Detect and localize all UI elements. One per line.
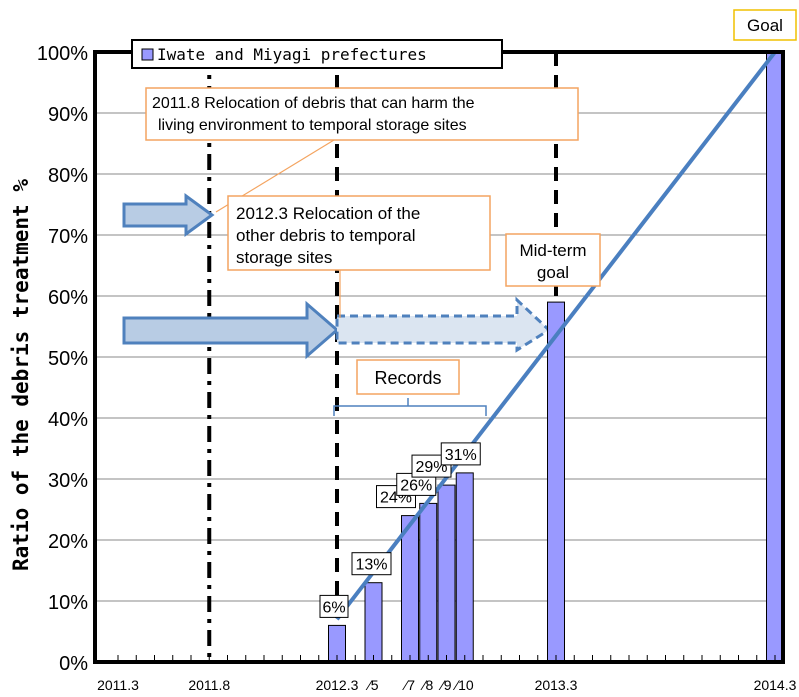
arrow-2012-3-dashed	[335, 296, 552, 353]
records-callout: Records	[333, 359, 487, 416]
y-tick-label: 80%	[48, 165, 88, 187]
bar-value-label: 31%	[445, 447, 477, 464]
goal-label: Goal	[747, 16, 783, 35]
y-tick-label: 50%	[48, 348, 88, 370]
bar-value-label: 26%	[400, 477, 432, 494]
note-2011-8-line1: 2011.8 Relocation of debris that can har…	[152, 95, 475, 112]
y-tick-label: 90%	[48, 104, 88, 126]
midterm-line1: Mid-term	[519, 241, 586, 260]
bar-value-label: 6%	[322, 599, 345, 616]
note-2011-8-box	[145, 87, 579, 141]
bar-value-box	[319, 594, 349, 618]
note-2012-3-box	[227, 195, 491, 271]
relocation-arrows	[122, 193, 552, 360]
y-tick-label: 60%	[48, 287, 88, 309]
note-2011-8-callout: 2011.8 Relocation of debris that can har…	[145, 87, 579, 213]
legend: Iwate and Miyagi prefectures	[131, 39, 503, 69]
y-tick-label: 100%	[37, 43, 88, 65]
bar	[364, 582, 383, 663]
x-tick-label: 2011.3	[97, 677, 139, 693]
records-box	[356, 359, 460, 395]
y-tick-label: 40%	[48, 409, 88, 431]
note-2012-3-line2: other debris to temporal	[236, 226, 416, 245]
y-tick-label: 0%	[59, 653, 88, 675]
arrow-2012-3-solid	[122, 300, 340, 360]
bar-value-labels: 6%13%24%26%29%31%	[319, 442, 481, 618]
bar-value-label: 29%	[415, 459, 447, 476]
x-tick-label: ∕8	[420, 677, 433, 693]
bar	[401, 515, 419, 663]
x-tick-label: 2013.3	[535, 677, 578, 693]
x-tick-label: ∕9	[438, 677, 451, 693]
note-2012-3-callout: 2012.3 Relocation of the other debris to…	[227, 195, 491, 318]
bar-value-box	[351, 552, 392, 576]
arrow-2011-8	[122, 193, 215, 237]
records-label: Records	[374, 368, 441, 388]
bar	[766, 51, 784, 663]
y-tick-label: 10%	[48, 592, 88, 614]
midterm-callout: Mid-term goal	[505, 233, 601, 287]
midterm-box	[505, 233, 601, 287]
midterm-line2: goal	[537, 263, 569, 282]
note-2012-3-line3: storage sites	[236, 248, 332, 267]
x-tick-label: 2012.3	[316, 677, 359, 693]
y-axis-label: Ratio of the debris treatment %	[9, 179, 33, 571]
x-tick-label: 2014.3	[754, 677, 797, 693]
legend-box	[131, 39, 503, 69]
note-2011-8-line2: living environment to temporal storage s…	[158, 117, 467, 134]
y-tick-label: 70%	[48, 226, 88, 248]
x-tick-label: ∕5	[365, 677, 378, 693]
x-tick-label: 2011.8	[188, 677, 230, 693]
legend-swatch	[141, 48, 154, 61]
y-tick-label: 20%	[48, 531, 88, 553]
note-2012-3-line1: 2012.3 Relocation of the	[236, 204, 420, 223]
legend-label: Iwate and Miyagi prefectures	[157, 45, 427, 64]
y-tick-label: 30%	[48, 470, 88, 492]
bar	[547, 301, 565, 663]
bar	[437, 484, 456, 663]
x-tick-label: ∕7	[402, 677, 415, 693]
goal-callout: Goal	[733, 9, 797, 41]
bar-value-label: 13%	[355, 557, 387, 574]
x-tick-labels: 2011.3 2011.8 2012.3 ∕5 ∕7 ∕8 ∕9 ∕10 2013.3 2014.…	[97, 677, 797, 693]
records-bracket	[333, 398, 487, 416]
x-tick-label: ∕10	[453, 677, 474, 693]
goal-box	[733, 9, 797, 41]
bars	[328, 51, 784, 663]
y-tick-labels: 0% 10% 20% 30% 40% 50% 60% 70% 80% 90% 100%	[37, 43, 88, 675]
bar	[455, 472, 474, 663]
trend-line	[335, 50, 777, 621]
bar	[419, 502, 438, 663]
bar-value-box	[440, 442, 481, 466]
